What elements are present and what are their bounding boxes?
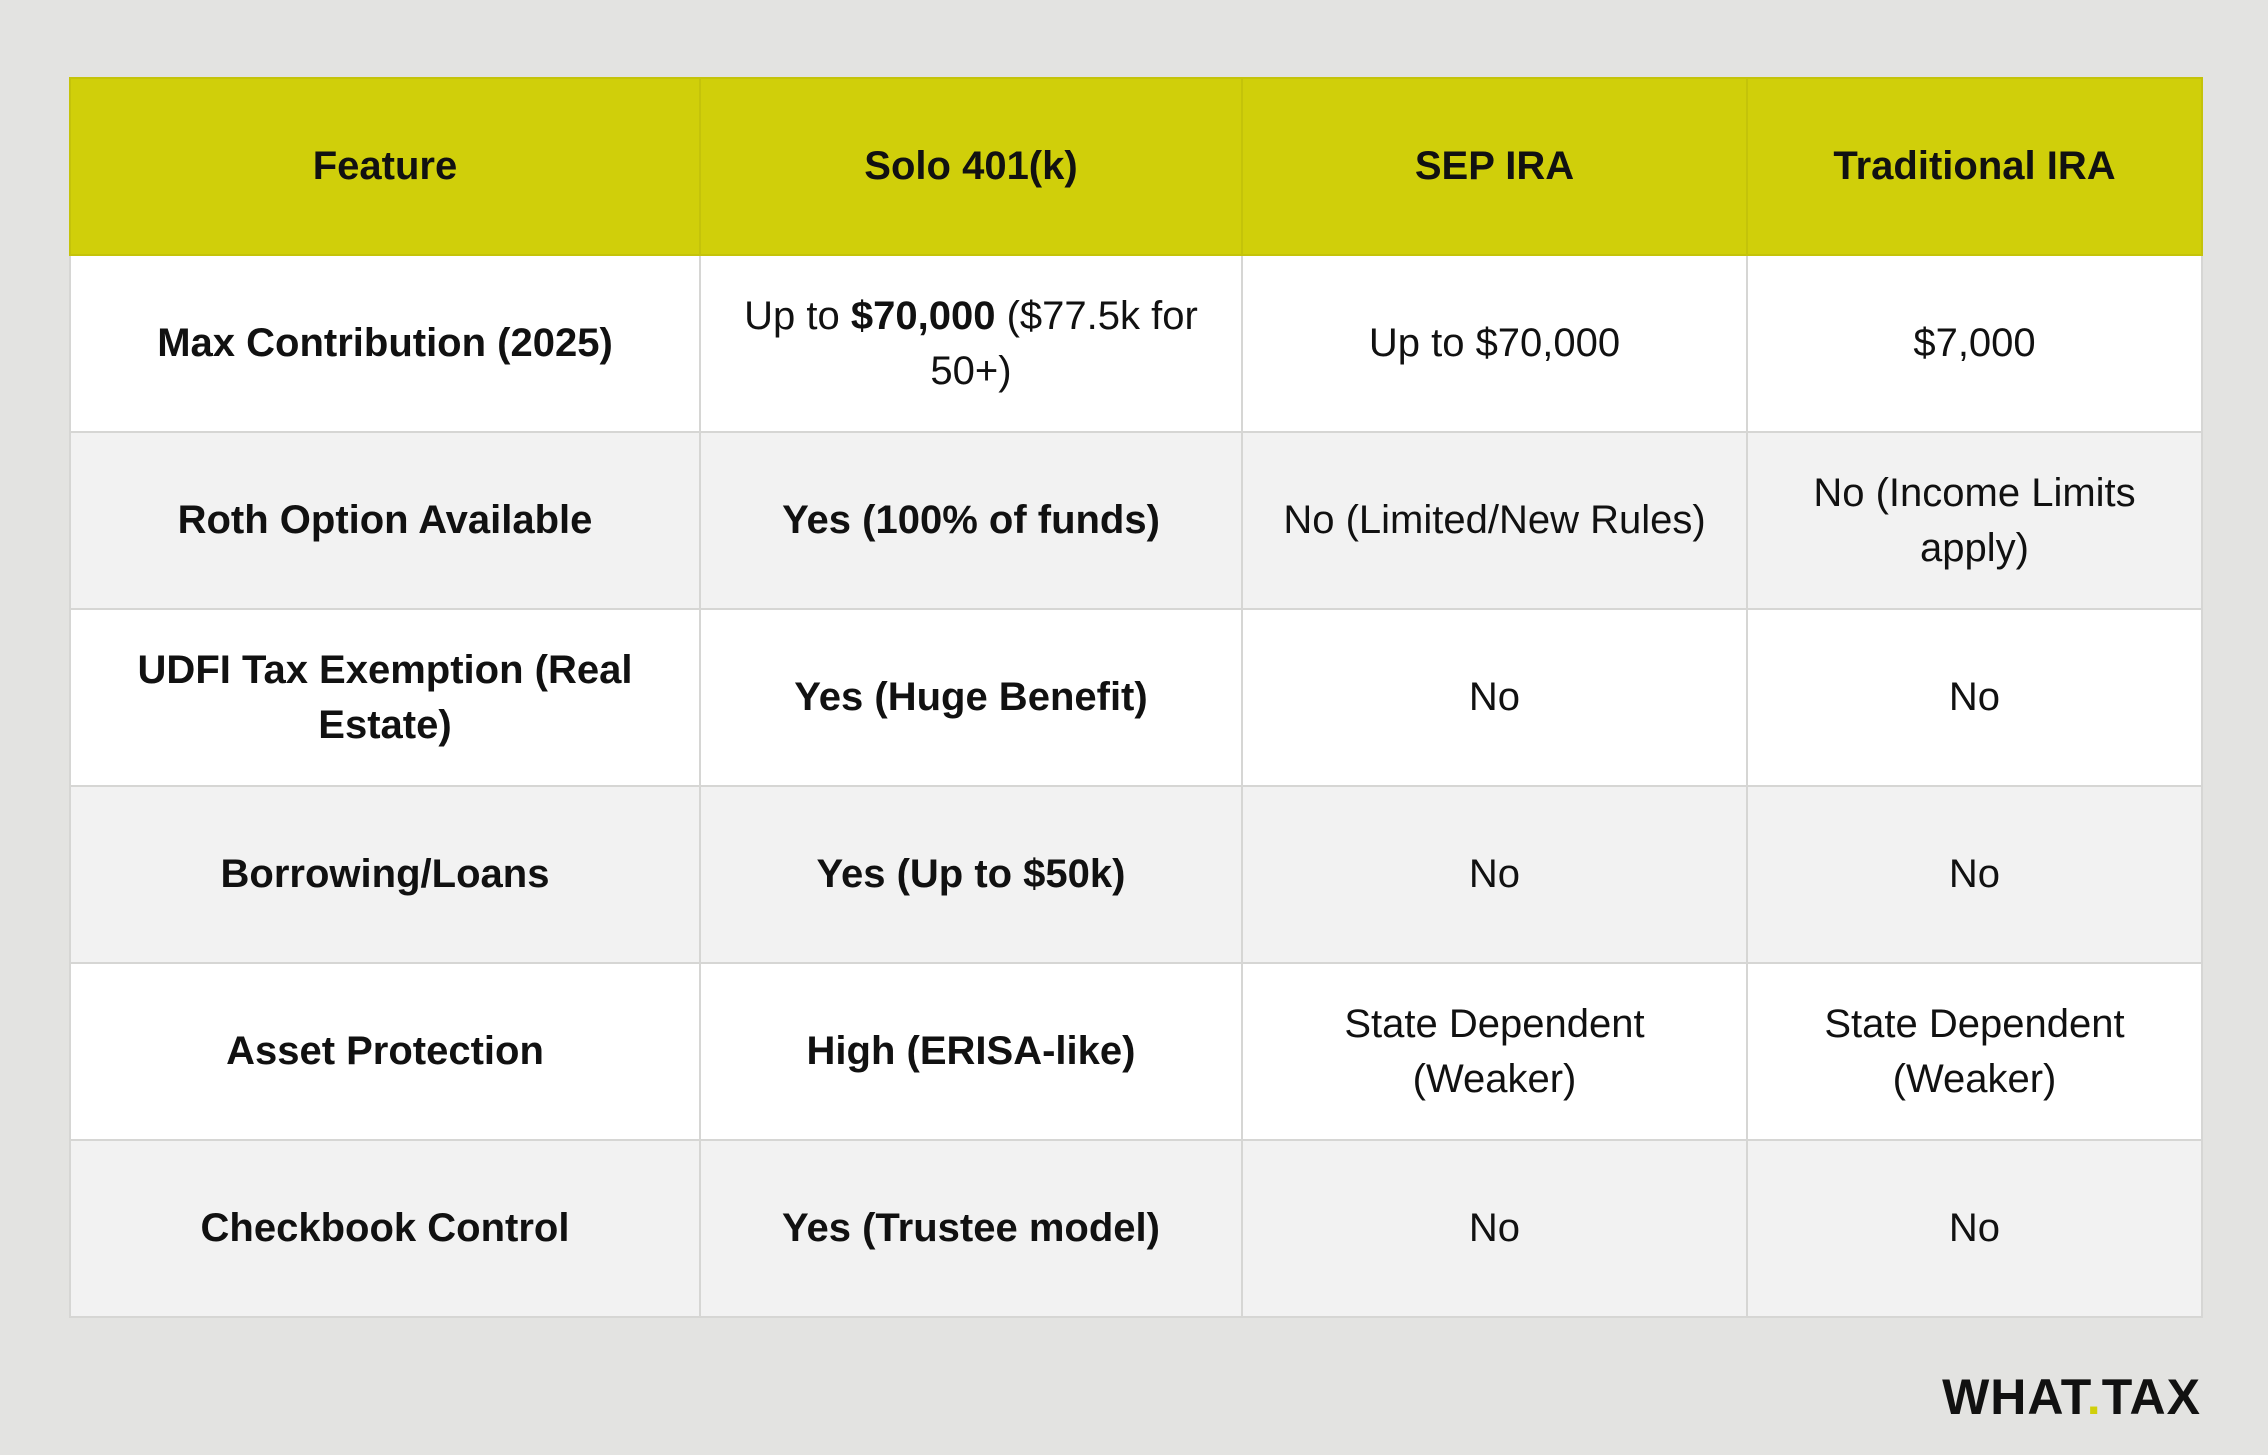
cell-text: ($77.5k for 50+) — [930, 294, 1198, 393]
table-cell: No — [1241, 1139, 1748, 1318]
table-cell: No — [1241, 608, 1748, 787]
table-row: Borrowing/Loans Yes (Up to $50k) No No — [69, 785, 2203, 964]
header-cell: Feature — [69, 77, 701, 256]
cell-text: Up to — [744, 294, 851, 339]
table-cell: Yes (100% of funds) — [699, 431, 1243, 610]
table-cell: No — [1241, 785, 1748, 964]
header-cell: Solo 401(k) — [699, 77, 1243, 256]
comparison-table: Feature Solo 401(k) SEP IRA Traditional IRA… — [69, 77, 2203, 1318]
table-cell: Borrowing/Loans — [69, 785, 701, 964]
header-cell: Traditional IRA — [1746, 77, 2203, 256]
table-cell: No (Income Limits apply) — [1746, 431, 2203, 610]
table-cell: No (Limited/New Rules) — [1241, 431, 1748, 610]
table-cell: Yes (Up to $50k) — [699, 785, 1243, 964]
table-cell: No — [1746, 1139, 2203, 1318]
table-row: Checkbook Control Yes (Trustee model) No No — [69, 1139, 2203, 1318]
table-cell: State Dependent (Weaker) — [1746, 962, 2203, 1141]
table-row: Max Contribution (2025) Up to $70,000 ($7… — [69, 254, 2203, 433]
cell-text: $70,000 — [850, 294, 996, 339]
table-row: Asset Protection High (ERISA-like) State D… — [69, 962, 2203, 1141]
table-cell: Yes (Huge Benefit) — [699, 608, 1243, 787]
logo-text: . — [2086, 1369, 2102, 1425]
table-cell: Up to $70,000 ($77.5k for 50+) — [699, 254, 1243, 433]
table-cell: No — [1746, 785, 2203, 964]
table-cell: Checkbook Control — [69, 1139, 701, 1318]
table-cell: Roth Option Available — [69, 431, 701, 610]
table-cell: State Dependent (Weaker) — [1241, 962, 1748, 1141]
table-cell: Up to $70,000 — [1241, 254, 1748, 433]
header-row: Feature Solo 401(k) SEP IRA Traditional IRA — [69, 77, 2203, 256]
table-cell: Max Contribution (2025) — [69, 254, 701, 433]
table-cell: UDFI Tax Exemption (Real Estate) — [69, 608, 701, 787]
logo: WHAT.TAX — [1942, 1368, 2201, 1426]
table-cell: Yes (Trustee model) — [699, 1139, 1243, 1318]
logo-text: TAX — [2101, 1369, 2201, 1425]
logo-text: WHAT — [1942, 1369, 2087, 1425]
table-body: Max Contribution (2025) Up to $70,000 ($7… — [69, 254, 2203, 1318]
table-row: UDFI Tax Exemption (Real Estate) Yes (Hug… — [69, 608, 2203, 787]
table-cell: $7,000 — [1746, 254, 2203, 433]
table-cell: Asset Protection — [69, 962, 701, 1141]
header-cell: SEP IRA — [1241, 77, 1748, 256]
table-row: Roth Option Available Yes (100% of funds)… — [69, 431, 2203, 610]
table-cell: No — [1746, 608, 2203, 787]
table-cell: High (ERISA-like) — [699, 962, 1243, 1141]
